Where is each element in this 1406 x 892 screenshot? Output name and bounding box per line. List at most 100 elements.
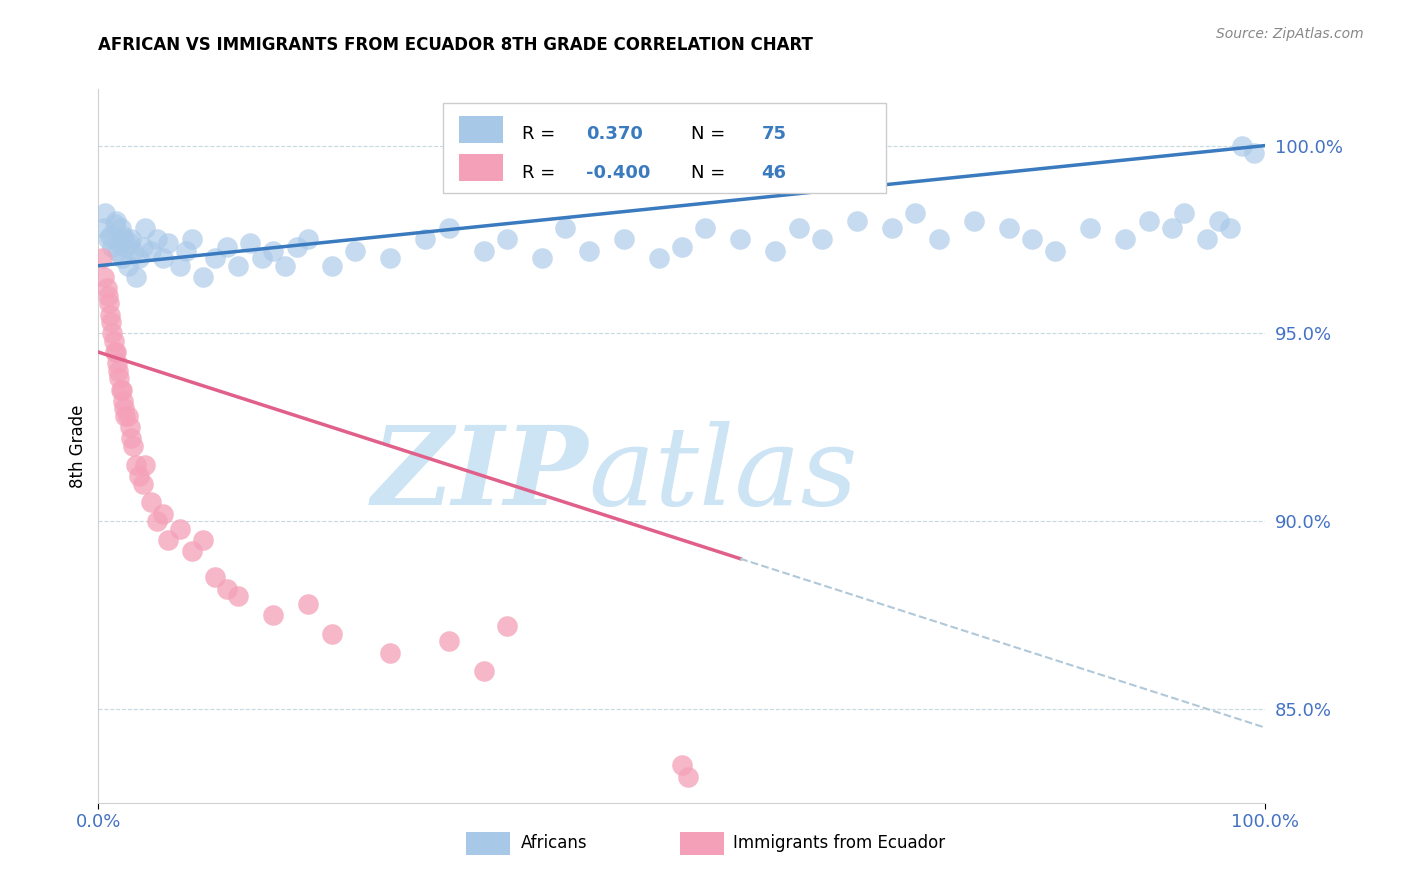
Point (1230, 138, 1253, 153)
Point (93, 221, 115, 235)
Point (1045, 244, 1067, 258)
Point (695, 221, 717, 235)
Point (321, 259, 343, 273)
Point (193, 270, 215, 285)
Point (297, 597, 319, 611)
Point (413, 232, 436, 246)
Point (120, 232, 142, 246)
Point (437, 221, 460, 235)
Point (1243, 146, 1265, 161)
FancyBboxPatch shape (465, 832, 510, 855)
Point (612, 232, 634, 246)
Point (204, 251, 226, 265)
Point (139, 495, 162, 509)
Point (108, 236, 131, 251)
Point (103, 334, 125, 348)
Point (132, 476, 155, 491)
Point (1197, 232, 1219, 246)
Point (125, 270, 148, 285)
Point (962, 213, 984, 227)
Point (472, 244, 495, 258)
Text: 75: 75 (761, 125, 786, 143)
Point (437, 634, 460, 648)
Text: 46: 46 (761, 164, 786, 182)
Point (204, 570, 226, 584)
Point (97, 289, 120, 303)
Point (787, 221, 810, 235)
Point (193, 533, 215, 547)
Point (554, 221, 576, 235)
Point (111, 228, 134, 243)
Point (104, 345, 127, 359)
Point (132, 240, 155, 254)
Point (100, 315, 122, 329)
Point (108, 371, 131, 385)
Point (321, 627, 343, 641)
Text: 0.370: 0.370 (586, 125, 643, 143)
Point (146, 514, 169, 528)
Point (117, 409, 139, 423)
Point (997, 221, 1019, 235)
Point (228, 589, 250, 603)
Point (180, 544, 202, 558)
Point (169, 522, 191, 536)
Point (496, 619, 519, 633)
Point (105, 244, 128, 258)
Point (110, 383, 132, 397)
Point (169, 259, 191, 273)
FancyBboxPatch shape (443, 103, 886, 193)
Text: -0.400: -0.400 (586, 164, 651, 182)
Point (93, 270, 115, 285)
Point (496, 232, 519, 246)
Point (114, 240, 136, 254)
Point (1161, 221, 1184, 235)
Point (134, 458, 156, 472)
Point (112, 401, 135, 416)
Point (578, 244, 600, 258)
Point (157, 236, 180, 251)
Point (101, 240, 124, 254)
Point (98, 308, 121, 322)
Point (1173, 206, 1195, 220)
Point (647, 251, 669, 265)
Point (215, 240, 238, 254)
Point (215, 582, 238, 596)
Point (928, 232, 950, 246)
Point (122, 244, 145, 258)
Point (380, 251, 402, 265)
Point (846, 213, 869, 227)
Point (239, 236, 262, 251)
Point (152, 507, 174, 521)
Point (1219, 221, 1241, 235)
Point (730, 232, 752, 246)
Text: AFRICAN VS IMMIGRANTS FROM ECUADOR 8TH GRADE CORRELATION CHART: AFRICAN VS IMMIGRANTS FROM ECUADOR 8TH G… (98, 36, 813, 54)
Point (104, 345, 127, 359)
Point (274, 259, 297, 273)
Point (134, 221, 156, 235)
Text: ZIP: ZIP (373, 421, 589, 528)
Point (117, 259, 139, 273)
Point (110, 221, 132, 235)
Point (472, 665, 495, 679)
Point (101, 326, 124, 341)
Point (1208, 213, 1230, 227)
Point (111, 393, 134, 408)
Point (118, 236, 141, 251)
Point (97, 296, 120, 310)
Point (105, 356, 128, 370)
Point (1137, 213, 1160, 227)
Text: Immigrants from Ecuador: Immigrants from Ecuador (734, 835, 945, 853)
Point (112, 232, 135, 246)
Point (97, 232, 120, 246)
Text: R =: R = (522, 164, 555, 182)
Point (763, 244, 786, 258)
Text: Source: ZipAtlas.com: Source: ZipAtlas.com (1216, 27, 1364, 41)
Point (811, 232, 834, 246)
Point (180, 232, 202, 246)
Text: N =: N = (692, 125, 725, 143)
Point (104, 218, 127, 232)
Point (297, 232, 319, 246)
Point (671, 758, 693, 772)
Point (152, 251, 174, 265)
Point (157, 533, 180, 547)
